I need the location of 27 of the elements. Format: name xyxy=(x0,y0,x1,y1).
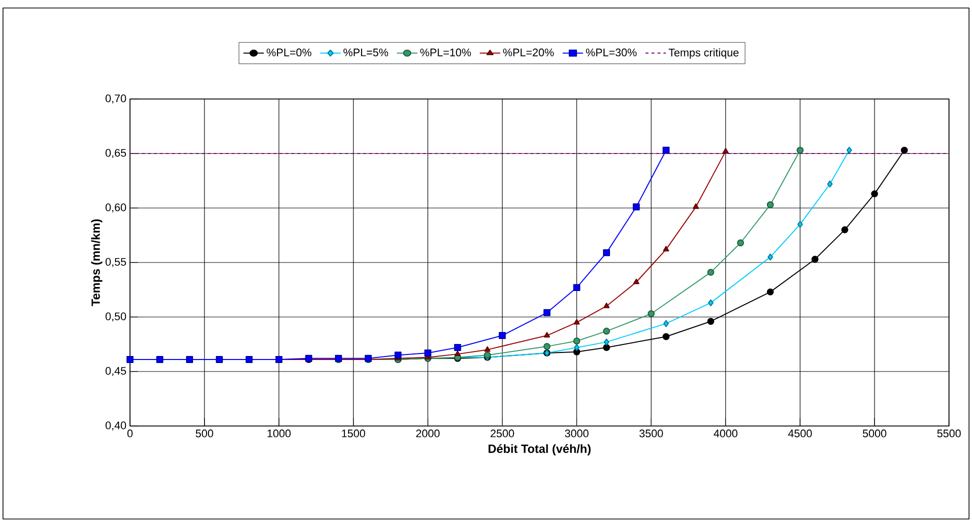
x-tick-label: 4000 xyxy=(714,430,738,438)
y-tick-label: 0,50 xyxy=(106,312,126,322)
legend-label: %PL=30% xyxy=(586,48,637,56)
legend-label: %PL=5% xyxy=(343,48,388,56)
x-tick-label: 3500 xyxy=(639,430,663,438)
x-tick-label: 5500 xyxy=(937,430,961,438)
x-tick-label: 5000 xyxy=(862,430,886,438)
x-tick-label: 1000 xyxy=(268,430,291,438)
y-axis-title: Temps (mn/km) xyxy=(91,219,102,306)
x-tick-label: 2500 xyxy=(490,430,514,438)
legend-label: %PL=20% xyxy=(503,48,554,56)
x-tick-label: 2000 xyxy=(416,430,440,438)
x-tick-label: 500 xyxy=(196,430,214,438)
y-tick-label: 0,65 xyxy=(106,148,126,158)
legend-label: %PL=0% xyxy=(266,48,312,56)
y-tick-label: 0,40 xyxy=(106,421,126,431)
x-tick-label: 4500 xyxy=(788,430,812,438)
y-tick-label: 0,70 xyxy=(106,94,126,104)
x-axis-title: Débit Total (véh/h) xyxy=(488,444,591,456)
x-tick-label: 0 xyxy=(127,430,133,438)
x-tick-label: 1500 xyxy=(342,430,366,438)
legend-label: %PL=10% xyxy=(420,48,471,56)
x-tick-label: 3000 xyxy=(564,430,588,438)
legend-label: Temps critique xyxy=(668,48,739,59)
y-tick-label: 0,55 xyxy=(106,258,126,268)
y-tick-label: 0,60 xyxy=(106,203,126,213)
y-tick-label: 0,45 xyxy=(106,366,126,376)
